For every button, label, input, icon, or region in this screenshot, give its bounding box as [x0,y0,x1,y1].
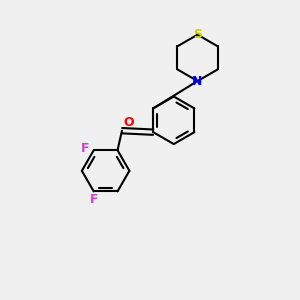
Text: N: N [192,74,203,88]
Text: F: F [89,193,98,206]
Text: F: F [81,142,90,155]
Text: O: O [123,116,134,129]
Text: S: S [193,28,202,41]
